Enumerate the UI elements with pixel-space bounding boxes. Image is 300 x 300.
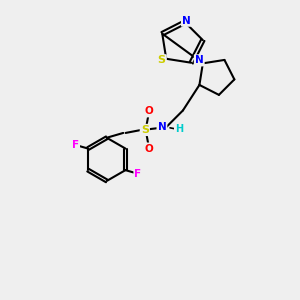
Text: N: N: [195, 55, 204, 65]
Text: S: S: [158, 55, 166, 65]
Text: N: N: [182, 16, 191, 26]
Text: N: N: [158, 122, 166, 132]
Text: F: F: [134, 169, 142, 179]
Text: O: O: [144, 143, 153, 154]
Text: H: H: [175, 124, 183, 134]
Text: S: S: [141, 125, 149, 135]
Text: F: F: [72, 140, 79, 150]
Text: O: O: [144, 106, 153, 116]
